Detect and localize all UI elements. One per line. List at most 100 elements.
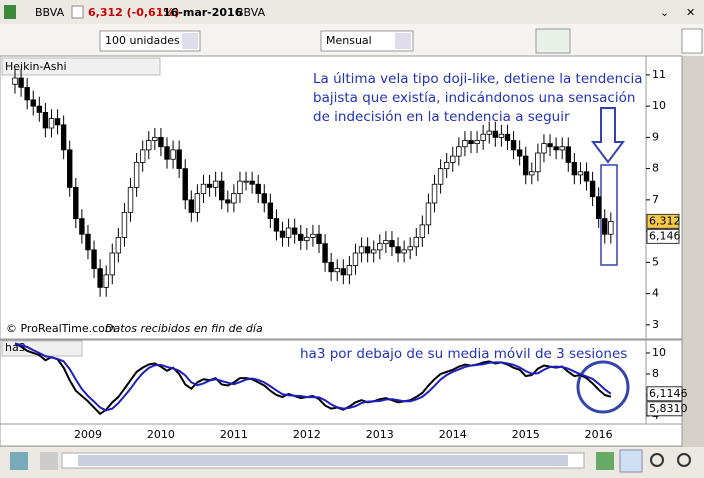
candle-body xyxy=(577,171,584,176)
candle-body xyxy=(73,186,79,220)
candle-body xyxy=(200,183,207,195)
candle-body xyxy=(219,180,225,201)
candle-body xyxy=(212,180,219,188)
chart-type-button[interactable] xyxy=(535,28,571,54)
last-value-label: 6,1146 xyxy=(649,387,688,400)
candle-body xyxy=(358,246,365,254)
candle-body xyxy=(97,268,103,288)
annotation: La última vela tipo doji-like, detiene l… xyxy=(313,71,643,87)
tool-button[interactable] xyxy=(596,452,614,470)
title-bar xyxy=(0,0,704,24)
tool-button[interactable] xyxy=(10,452,28,470)
x-tick-label: 2015 xyxy=(512,428,540,441)
annotation: de indecisión en la tendencia a seguir xyxy=(313,109,570,125)
candle-body xyxy=(371,249,377,254)
candle-body xyxy=(480,133,486,141)
candle-body xyxy=(389,240,395,248)
candle-body xyxy=(474,140,480,145)
tool-button[interactable] xyxy=(40,452,58,470)
candle-body xyxy=(273,218,280,232)
zoom-out[interactable] xyxy=(650,453,664,467)
quantity-select[interactable] xyxy=(99,30,201,52)
candle-body xyxy=(146,140,152,151)
candle-body xyxy=(462,140,468,148)
zoom-button[interactable] xyxy=(619,449,643,473)
candle-body xyxy=(249,180,255,185)
period-select[interactable] xyxy=(320,30,414,52)
annotation: bajista que existía, indicándonos una se… xyxy=(313,90,635,106)
candle-body xyxy=(486,130,492,135)
candle-body xyxy=(595,196,602,220)
candle-body xyxy=(67,149,73,188)
candle-body xyxy=(395,246,401,254)
dropdown-button[interactable] xyxy=(182,33,198,49)
last-value-box xyxy=(646,228,680,244)
candle-body xyxy=(158,136,164,148)
symbol: BBVA xyxy=(35,6,65,19)
source-note: Datos recibidos en fin de día xyxy=(105,322,263,335)
candle-body xyxy=(492,130,499,138)
candle-body xyxy=(12,77,18,85)
candle-body xyxy=(407,246,413,251)
candle-body xyxy=(48,118,55,129)
candle-body xyxy=(535,152,541,173)
candle-body xyxy=(583,171,590,182)
candle-body xyxy=(279,230,286,238)
candle-body xyxy=(571,161,578,176)
candle-body xyxy=(346,265,353,276)
y-tick-label: 3 xyxy=(652,318,659,331)
x-tick-label: 2014 xyxy=(439,428,467,441)
y-tick-label: 5 xyxy=(652,255,659,268)
time-axis xyxy=(0,423,683,447)
candle-body xyxy=(164,146,170,160)
side-button[interactable] xyxy=(681,28,703,54)
candle-body xyxy=(602,218,608,235)
name: BBVA xyxy=(236,6,266,19)
minimize[interactable]: ⌄ xyxy=(660,6,669,19)
candle-body xyxy=(115,236,122,254)
period: Mensual xyxy=(326,34,372,47)
candle-body xyxy=(364,246,371,254)
candle-body xyxy=(401,249,407,254)
candle-body xyxy=(334,268,340,273)
candle-body xyxy=(383,240,389,245)
candle-body xyxy=(523,155,529,176)
candle-body xyxy=(243,180,249,183)
candle-body xyxy=(91,249,97,270)
x-tick-label: 2009 xyxy=(74,428,102,441)
candle-body xyxy=(456,146,462,157)
candle-body xyxy=(127,186,134,213)
candle-body xyxy=(231,193,237,204)
info-icon[interactable] xyxy=(71,5,84,19)
x-tick-label: 2012 xyxy=(293,428,321,441)
candle-body xyxy=(261,193,267,204)
candle-body xyxy=(547,143,553,148)
candle-body xyxy=(504,133,511,141)
scroll-thumb[interactable] xyxy=(78,455,568,466)
quantity: 100 unidades xyxy=(105,34,180,47)
last-value-box xyxy=(646,386,683,402)
y-tick-label: 7 xyxy=(652,193,659,206)
close[interactable]: ✕ xyxy=(686,6,695,19)
indicator-line xyxy=(14,342,612,416)
pane-header xyxy=(1,57,161,76)
dropdown-button[interactable] xyxy=(395,33,411,49)
zoom-in[interactable] xyxy=(677,453,691,467)
price: 6,312 (-0,61%) xyxy=(88,6,179,19)
candle-body xyxy=(206,183,213,188)
candle-body xyxy=(121,211,128,238)
date: 16-mar-2016 xyxy=(163,6,243,19)
price-axis xyxy=(645,55,683,340)
candle-body xyxy=(310,233,316,238)
arrow xyxy=(591,107,625,164)
candle-body xyxy=(139,149,146,163)
last-value-box xyxy=(646,213,680,229)
candle-body xyxy=(328,261,334,273)
candle-body xyxy=(377,243,383,251)
candle-body xyxy=(291,227,298,235)
annotation: ha3 por debajo de su media móvil de 3 se… xyxy=(300,346,627,362)
candle-body xyxy=(255,183,261,195)
x-tick-label: 2016 xyxy=(585,428,613,441)
candle-body xyxy=(443,161,450,170)
